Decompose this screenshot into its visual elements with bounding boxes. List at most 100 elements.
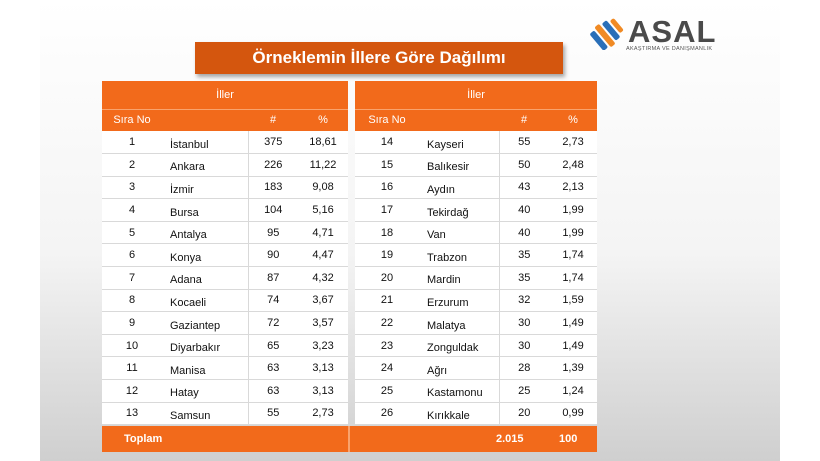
row-percent: 3,13 — [298, 356, 349, 381]
logo-text: ASAL — [628, 14, 717, 49]
table-row: 13 Samsun 55 2,73 — [102, 402, 349, 426]
row-percent: 2,73 — [549, 131, 598, 155]
table-row: 5 Antalya 95 4,71 — [102, 221, 349, 245]
row-city: Mardin — [419, 266, 499, 290]
row-number: 7 — [102, 266, 162, 290]
row-number: 13 — [102, 402, 162, 426]
row-number: 19 — [355, 243, 419, 268]
row-count: 40 — [498, 198, 549, 222]
table-right: İller Sıra No # % 14 Kayseri 55 2,73 15 Balık… — [355, 81, 598, 426]
row-count: 95 — [247, 221, 298, 245]
row-percent: 3,13 — [298, 379, 349, 403]
row-number: 3 — [102, 176, 162, 200]
table-row: 7 Adana 87 4,32 — [102, 266, 349, 290]
row-number: 4 — [102, 198, 162, 222]
row-number: 10 — [102, 334, 162, 358]
row-number: 9 — [102, 311, 162, 335]
row-city: Zonguldak — [419, 334, 499, 358]
row-count: 72 — [247, 311, 298, 335]
row-percent: 1,49 — [549, 334, 598, 358]
row-count: 65 — [247, 334, 298, 358]
row-number: 16 — [355, 176, 419, 200]
asal-logo: ASAL AKAŞTIRMA VE DANIŞMANLIK — [590, 14, 720, 54]
table-column-header-row: Sıra No # % — [102, 109, 349, 131]
row-city: Ankara — [162, 153, 248, 177]
row-count: 28 — [498, 356, 549, 381]
total-row: Toplam 2.015 100 — [102, 426, 597, 452]
row-percent: 18,61 — [298, 131, 349, 155]
col-header-percent: % — [298, 109, 349, 131]
table-row: 18 Van 40 1,99 — [355, 221, 598, 245]
row-percent: 1,74 — [549, 243, 598, 268]
row-percent: 2,13 — [549, 176, 598, 200]
row-percent: 3,23 — [298, 334, 349, 358]
row-count: 226 — [247, 153, 298, 177]
row-number: 11 — [102, 356, 162, 381]
row-city: Aydın — [419, 176, 499, 200]
row-city: Kırıkkale — [419, 402, 499, 426]
table-row: 1 İstanbul 375 18,61 — [102, 131, 349, 155]
total-count: 2.015 — [496, 433, 524, 445]
row-number: 25 — [355, 379, 419, 403]
row-percent: 1,49 — [549, 311, 598, 335]
row-percent: 1,74 — [549, 266, 598, 290]
row-count: 183 — [247, 176, 298, 200]
row-city: Malatya — [419, 311, 499, 335]
asal-logo-mark-icon — [590, 18, 624, 50]
row-city: Kocaeli — [162, 289, 248, 313]
col-header-no: Sıra No — [355, 109, 419, 131]
row-percent: 11,22 — [298, 153, 349, 177]
row-number: 23 — [355, 334, 419, 358]
row-city: Trabzon — [419, 243, 499, 268]
row-count: 25 — [498, 379, 549, 403]
row-count: 375 — [247, 131, 298, 155]
table-row: 2 Ankara 226 11,22 — [102, 153, 349, 177]
page-title: Örneklemin İllere Göre Dağılımı — [195, 42, 563, 74]
table-row: 6 Konya 90 4,47 — [102, 243, 349, 268]
table-column-header-row: Sıra No # % — [355, 109, 598, 131]
row-count: 32 — [498, 289, 549, 313]
row-number: 6 — [102, 243, 162, 268]
row-count: 55 — [498, 131, 549, 155]
row-number: 20 — [355, 266, 419, 290]
table-row: 19 Trabzon 35 1,74 — [355, 243, 598, 268]
table-row: 22 Malatya 30 1,49 — [355, 311, 598, 335]
col-header-count: # — [499, 109, 549, 131]
row-number: 8 — [102, 289, 162, 313]
table-row: 17 Tekirdağ 40 1,99 — [355, 198, 598, 222]
row-number: 22 — [355, 311, 419, 335]
row-count: 90 — [247, 243, 298, 268]
row-city: İzmir — [162, 176, 248, 200]
row-count: 40 — [498, 221, 549, 245]
row-city: Balıkesir — [419, 153, 499, 177]
row-percent: 1,99 — [549, 221, 598, 245]
row-percent: 4,32 — [298, 266, 349, 290]
row-city: Diyarbakır — [162, 334, 248, 358]
row-number: 1 — [102, 131, 162, 155]
col-header-no: Sıra No — [102, 109, 162, 131]
row-percent: 1,59 — [549, 289, 598, 313]
row-count: 104 — [247, 198, 298, 222]
row-count: 63 — [247, 379, 298, 403]
table-row: 14 Kayseri 55 2,73 — [355, 131, 598, 155]
table-row: 21 Erzurum 32 1,59 — [355, 289, 598, 313]
row-percent: 4,47 — [298, 243, 349, 268]
total-label: Toplam — [124, 433, 163, 445]
row-count: 87 — [247, 266, 298, 290]
row-number: 18 — [355, 221, 419, 245]
row-number: 26 — [355, 402, 419, 426]
row-city: Konya — [162, 243, 248, 268]
row-city: Manisa — [162, 356, 248, 381]
table-row: 12 Hatay 63 3,13 — [102, 379, 349, 403]
row-percent: 1,39 — [549, 356, 598, 381]
row-number: 2 — [102, 153, 162, 177]
table-row: 20 Mardin 35 1,74 — [355, 266, 598, 290]
table-row: 10 Diyarbakır 65 3,23 — [102, 334, 349, 358]
row-count: 74 — [247, 289, 298, 313]
row-city: Samsun — [162, 402, 248, 426]
row-count: 30 — [498, 311, 549, 335]
row-percent: 9,08 — [298, 176, 349, 200]
row-count: 20 — [498, 402, 549, 426]
row-city: Bursa — [162, 198, 248, 222]
total-percent: 100 — [559, 433, 578, 445]
